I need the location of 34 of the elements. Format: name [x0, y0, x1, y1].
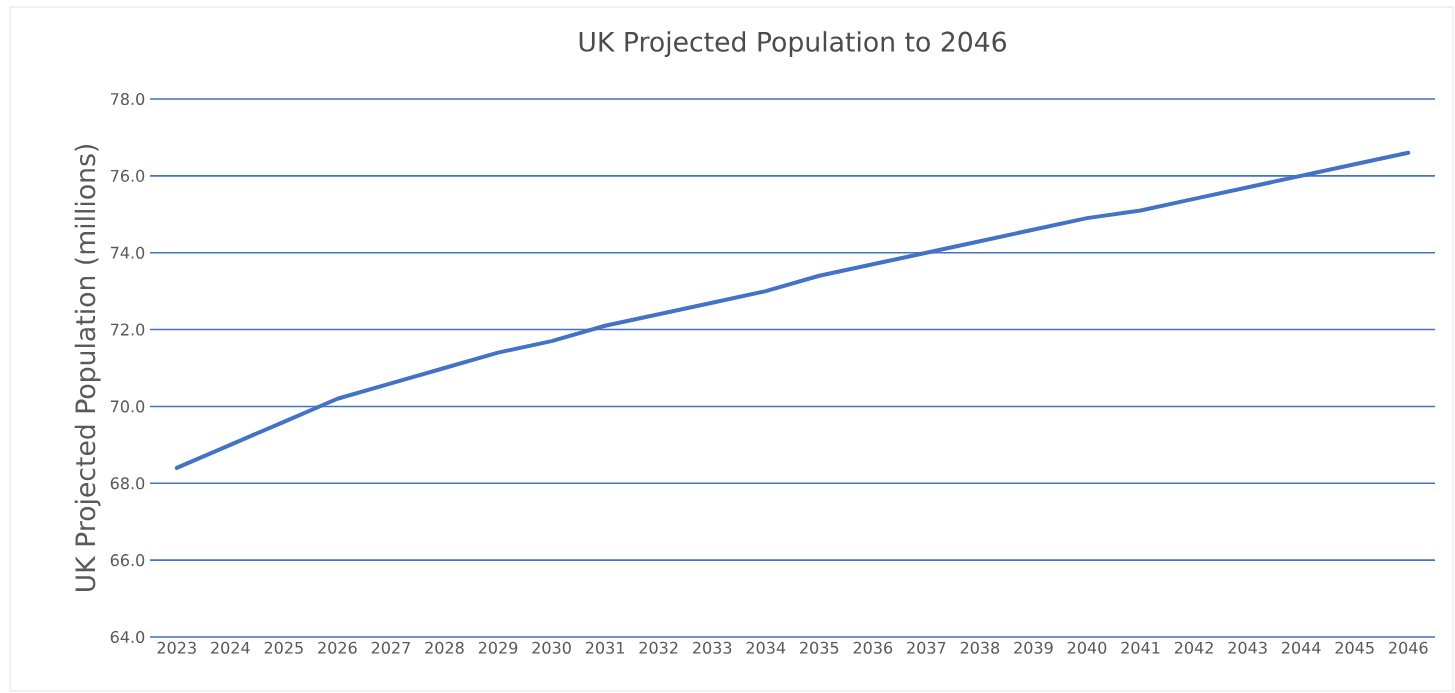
x-tick-label: 2032 [639, 641, 678, 654]
x-tick-label: 2034 [746, 641, 786, 654]
x-tick-label: 2037 [907, 641, 946, 654]
x-tick-label: 2028 [425, 641, 464, 654]
x-tick-label: 2045 [1335, 641, 1374, 654]
x-tick-label: 2042 [1174, 641, 1213, 654]
y-tick-label: 70.0 [110, 400, 145, 413]
x-tick-label: 2043 [1228, 641, 1267, 654]
x-tick-label: 2026 [318, 641, 357, 654]
x-tick-label: 2039 [1014, 641, 1053, 654]
chart-title: UK Projected Population to 2046 [579, 31, 1006, 57]
x-tick-label: 2046 [1389, 641, 1428, 654]
x-tick-label: 2025 [264, 641, 303, 654]
x-tick-label: 2024 [211, 641, 250, 654]
x-tick-label: 2041 [1121, 641, 1160, 654]
x-tick-label: 2027 [371, 641, 410, 654]
y-tick-label: 74.0 [110, 246, 145, 259]
x-tick-label: 2031 [585, 641, 624, 654]
x-tick-label: 2023 [157, 641, 196, 654]
y-tick-label: 64.0 [110, 630, 145, 644]
y-tick-label: 78.0 [110, 92, 145, 106]
x-tick-label: 2044 [1281, 641, 1321, 654]
x-tick-label: 2030 [532, 641, 571, 654]
x-tick-label: 2040 [1067, 641, 1107, 654]
y-tick-label: 72.0 [110, 323, 145, 336]
x-tick-label: 2038 [960, 641, 1000, 654]
x-tick-label: 2033 [693, 641, 732, 654]
y-tick-label: 66.0 [110, 554, 145, 567]
y-axis-title: UK Projected Population (millions) [74, 144, 101, 591]
y-tick-label: 76.0 [110, 169, 145, 182]
x-tick-label: 2036 [853, 641, 893, 654]
y-tick-label: 68.0 [110, 477, 145, 490]
x-tick-label: 2029 [478, 641, 518, 654]
x-tick-label: 2035 [800, 641, 839, 654]
